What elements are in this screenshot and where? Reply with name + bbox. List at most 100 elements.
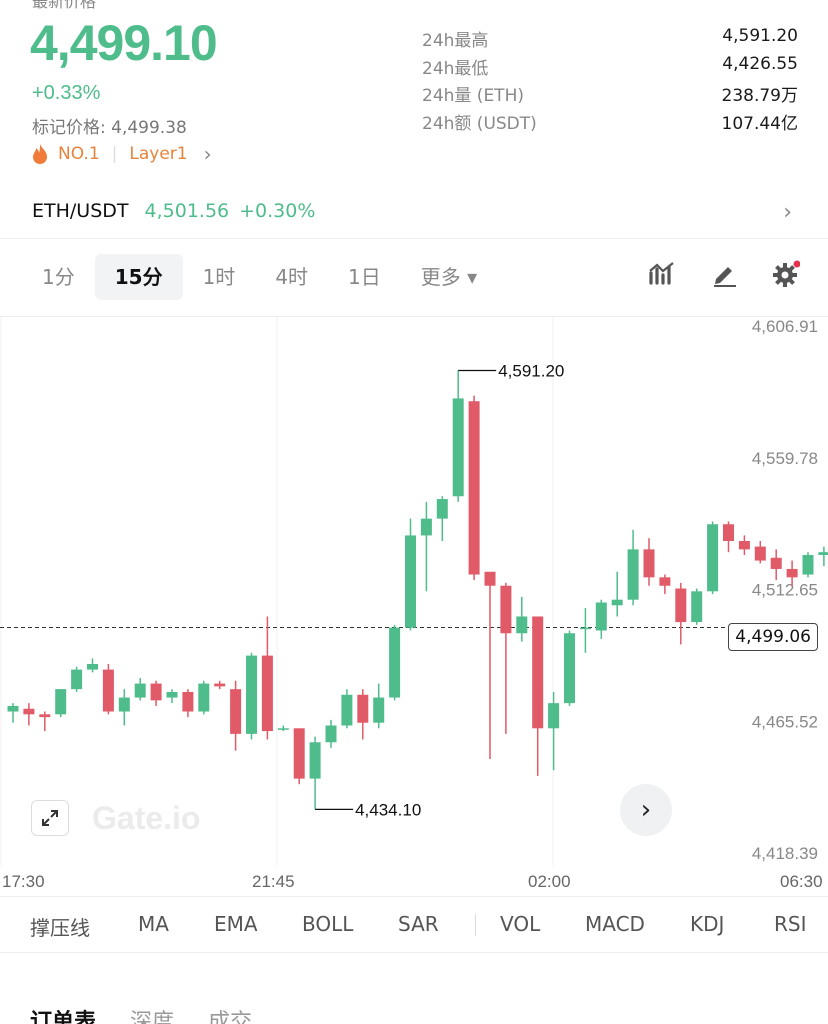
- indicator-ema[interactable]: EMA: [214, 912, 258, 936]
- candle-body: [675, 588, 687, 623]
- y-axis-tick-label: 4,606.91: [752, 317, 818, 336]
- watermark: Gate.io: [92, 800, 201, 836]
- divider: [0, 952, 828, 953]
- bottom-tabs: 订单表 深度 成交: [30, 1004, 252, 1024]
- candle-body: [293, 728, 305, 779]
- candle-body: [786, 568, 798, 578]
- indicator-chart-icon[interactable]: [648, 261, 676, 287]
- candle-body: [150, 683, 162, 701]
- candle-body: [516, 616, 528, 634]
- indicator-boll[interactable]: BOLL: [302, 912, 354, 936]
- candle-body: [405, 535, 416, 628]
- candle-body: [277, 728, 289, 730]
- candle-body: [770, 557, 782, 569]
- y-axis-tick-label: 4,512.65: [752, 581, 818, 600]
- high-price-label: 4,591.20: [498, 361, 564, 380]
- indicator-separator: [475, 914, 476, 936]
- candle-body: [309, 742, 321, 779]
- tab-order-book[interactable]: 订单表: [30, 1010, 97, 1024]
- candle-body: [7, 705, 19, 712]
- draw-pencil-icon[interactable]: [710, 261, 738, 287]
- tab-more[interactable]: 更多 ▾: [420, 265, 478, 289]
- candle-body: [102, 669, 114, 712]
- candle-body: [246, 655, 257, 734]
- chevron-right-icon[interactable]: ›: [783, 200, 792, 225]
- x-axis-tick-label: 17:30: [2, 872, 45, 891]
- tab-depth[interactable]: 深度: [130, 1010, 175, 1024]
- stat-value-volume: 238.79万: [721, 86, 798, 106]
- chart-tools: [648, 260, 800, 288]
- y-axis-tick-label: 4,418.39: [752, 844, 818, 863]
- candle-body: [738, 540, 750, 550]
- stat-label-low: 24h最低: [422, 59, 489, 79]
- rank-tag-row[interactable]: NO.1 | Layer1 ›: [30, 142, 212, 166]
- candle-body: [134, 683, 146, 698]
- candle-body: [532, 616, 544, 729]
- candle-body: [579, 627, 591, 630]
- candle-body: [166, 691, 178, 698]
- last-price: 4,499.10: [30, 15, 218, 71]
- indicator-vol[interactable]: VOL: [500, 912, 541, 936]
- indicator-row: 撑压线 MA EMA BOLL SAR VOL MACD KDJ RSI: [0, 898, 828, 952]
- candlestick-chart[interactable]: 4,606.91 4,559.78 4,512.65 4,465.52 4,418.39…: [0, 316, 828, 896]
- divider: [0, 238, 828, 239]
- candle-body: [707, 524, 719, 592]
- tab-4h[interactable]: 4时: [275, 265, 309, 289]
- candle-body: [643, 549, 655, 578]
- candle-body: [325, 725, 337, 743]
- candle-body: [691, 591, 703, 623]
- category-tag: Layer1: [129, 144, 188, 164]
- spot-pair-price: 4,501.56: [144, 200, 230, 222]
- candle-body: [754, 546, 766, 561]
- candle-body: [39, 714, 51, 718]
- stat-value-high: 4,591.20: [722, 26, 798, 46]
- tab-1m[interactable]: 1分: [42, 265, 75, 289]
- y-axis-tick-label: 4,559.78: [752, 449, 818, 468]
- chevron-right-icon: ›: [203, 142, 212, 166]
- stat-label-volume: 24h量 (ETH): [422, 86, 524, 106]
- candle-body: [548, 703, 560, 729]
- candle-body: [118, 697, 130, 712]
- price-label-top: 最新价格: [32, 0, 97, 11]
- tab-15m[interactable]: 15分: [94, 254, 183, 300]
- timeframe-tabs: 1分 15分 1时 4时 1日 更多 ▾: [30, 254, 497, 300]
- candle-body: [357, 694, 369, 723]
- spot-pair-change: +0.30%: [239, 200, 316, 222]
- indicator-macd[interactable]: MACD: [585, 912, 645, 936]
- spot-pair-row[interactable]: ETH/USDT 4,501.56 +0.30%: [32, 200, 325, 222]
- fullscreen-expand-icon[interactable]: [31, 800, 69, 836]
- current-price-tag: 4,499.06: [728, 623, 818, 651]
- candle-body: [55, 689, 67, 715]
- candle-body: [452, 398, 464, 497]
- price-change-pct: +0.33%: [32, 82, 101, 104]
- candle-body: [389, 627, 401, 698]
- tab-trades[interactable]: 成交: [208, 1010, 253, 1024]
- candle-body: [611, 599, 623, 606]
- indicator-support-resistance[interactable]: 撑压线: [30, 916, 90, 940]
- tag-separator: |: [111, 144, 118, 164]
- candle-body: [818, 552, 828, 555]
- candle-body: [627, 549, 639, 600]
- indicator-ma[interactable]: MA: [138, 912, 169, 936]
- settings-gear-icon[interactable]: [772, 260, 800, 288]
- tab-1h[interactable]: 1时: [202, 265, 236, 289]
- candle-body: [595, 602, 607, 631]
- candle-body: [182, 691, 194, 712]
- mark-price: 标记价格: 4,499.38: [32, 118, 187, 138]
- spot-pair-name: ETH/USDT: [32, 200, 129, 222]
- tab-1d[interactable]: 1日: [348, 265, 381, 289]
- indicator-sar[interactable]: SAR: [398, 912, 439, 936]
- rank-tag: NO.1: [58, 144, 100, 164]
- candle-body: [87, 663, 98, 670]
- candle-body: [723, 524, 734, 541]
- stat-label-turnover: 24h额 (USDT): [422, 114, 537, 134]
- candle-body: [468, 401, 480, 575]
- candle-body: [23, 708, 35, 715]
- candle-body: [198, 683, 210, 712]
- scroll-right-button[interactable]: ›: [620, 784, 672, 836]
- indicator-rsi[interactable]: RSI: [774, 912, 807, 936]
- indicator-kdj[interactable]: KDJ: [690, 912, 725, 936]
- candle-body: [420, 518, 432, 536]
- candle-body: [71, 669, 83, 690]
- candle-body: [230, 689, 242, 734]
